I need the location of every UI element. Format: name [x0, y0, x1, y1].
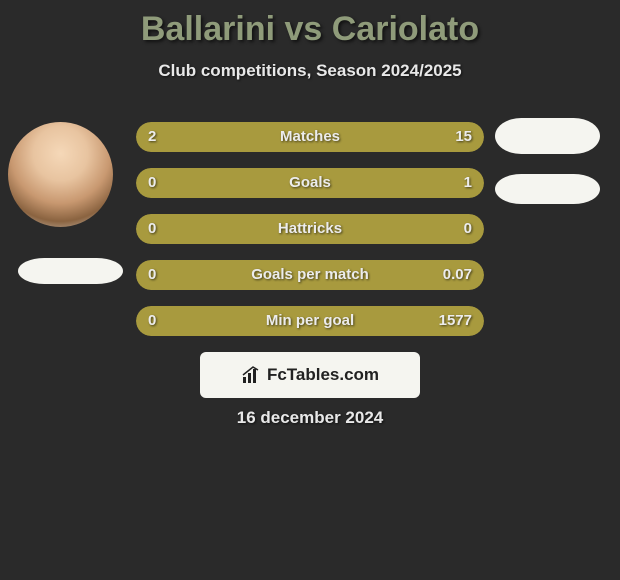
player-right-name-pill: [495, 174, 600, 204]
attribution-badge: FcTables.com: [200, 352, 420, 398]
stat-label: Hattricks: [136, 214, 484, 244]
chart-icon: [241, 365, 261, 385]
comparison-bars: 215Matches 01Goals 00Hattricks 00.07Goals p…: [136, 122, 484, 352]
attribution-text: FcTables.com: [267, 365, 379, 385]
stat-row: 00.07Goals per match: [136, 260, 484, 290]
stat-row: 00Hattricks: [136, 214, 484, 244]
subtitle: Club competitions, Season 2024/2025: [0, 61, 620, 81]
date-text: 16 december 2024: [0, 408, 620, 428]
player-right-avatar: [495, 118, 600, 154]
stat-label: Matches: [136, 122, 484, 152]
stat-row: 01Goals: [136, 168, 484, 198]
stat-row: 215Matches: [136, 122, 484, 152]
stat-label: Goals: [136, 168, 484, 198]
stat-row: 01577Min per goal: [136, 306, 484, 336]
stat-label: Goals per match: [136, 260, 484, 290]
stat-label: Min per goal: [136, 306, 484, 336]
player-left-avatar: [8, 122, 113, 227]
player-left-name-pill: [18, 258, 123, 284]
page-title: Ballarini vs Cariolato: [0, 0, 620, 49]
